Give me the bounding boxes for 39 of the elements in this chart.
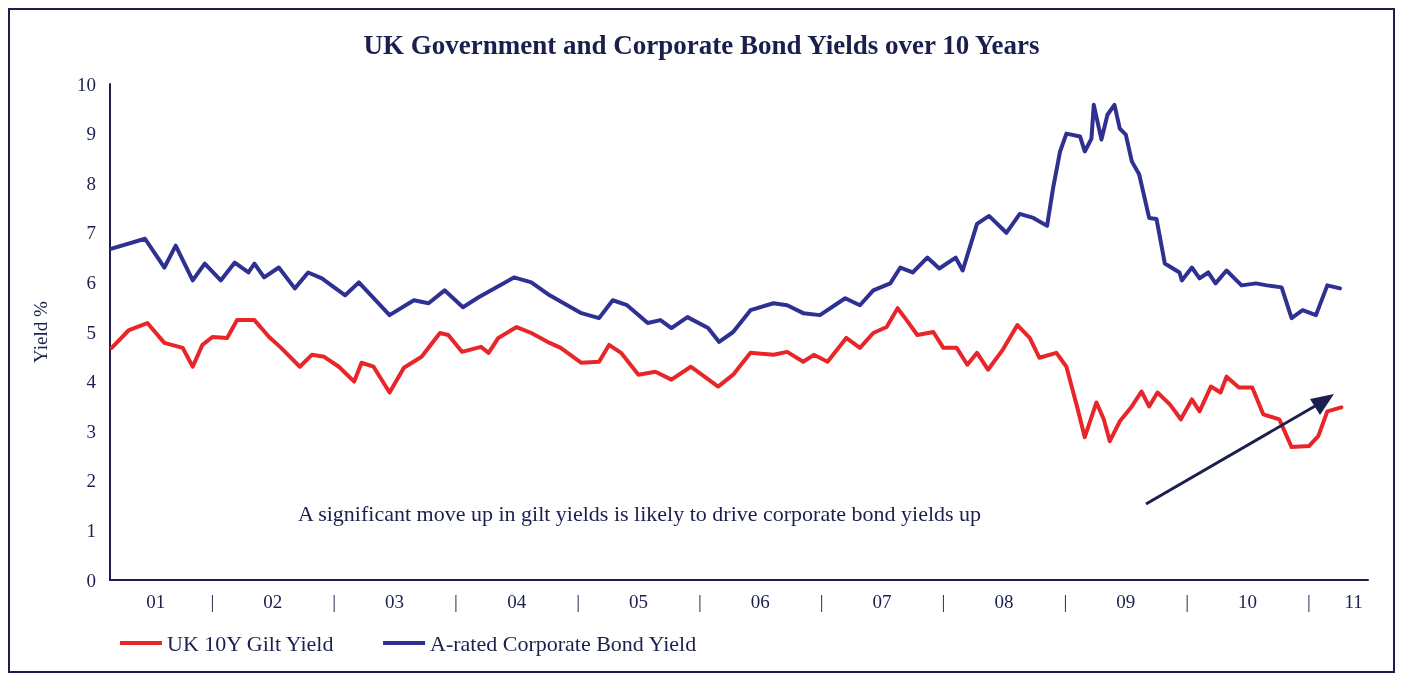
x-tick-label: 09 bbox=[1116, 591, 1136, 612]
y-tick-label: 6 bbox=[86, 271, 96, 293]
x-tick-label: | bbox=[819, 591, 824, 612]
x-tick-label: | bbox=[697, 591, 702, 612]
line-series bbox=[109, 306, 1344, 450]
x-tick-label: 11 bbox=[1344, 591, 1363, 612]
x-tick-label: 02 bbox=[263, 591, 283, 612]
x-tick-label: 01 bbox=[146, 591, 166, 612]
x-tick-label: 06 bbox=[750, 591, 770, 612]
y-tick-label: 3 bbox=[86, 420, 96, 442]
y-tick-label: 0 bbox=[86, 569, 96, 591]
y-tick-label: 9 bbox=[86, 123, 96, 145]
chart-title: UK Government and Corporate Bond Yields over 10 Years bbox=[363, 29, 1040, 60]
x-tick-label: 03 bbox=[385, 591, 405, 612]
x-tick-label: | bbox=[454, 591, 458, 612]
x-tick-label: | bbox=[941, 591, 946, 612]
x-tick-label: | bbox=[1185, 591, 1190, 612]
y-axis-title: Yield % bbox=[30, 300, 51, 363]
legend-label: UK 10Y Gilt Yield bbox=[167, 630, 334, 656]
y-tick-label: 2 bbox=[86, 470, 96, 492]
y-tick-label: 10 bbox=[77, 73, 96, 95]
legend-label: A-rated Corporate Bond Yield bbox=[430, 630, 697, 656]
y-tick-label: 8 bbox=[86, 172, 96, 194]
y-tick-label: 5 bbox=[86, 321, 96, 343]
x-tick-label: 04 bbox=[507, 591, 527, 612]
y-tick-label: 7 bbox=[86, 222, 96, 244]
y-tick-label: 1 bbox=[86, 519, 96, 541]
x-tick-label: 05 bbox=[628, 591, 648, 612]
annotation: A significant move up in gilt yields is likely to drive corporate bond yields up bbox=[298, 500, 982, 526]
x-tick-label: 07 bbox=[872, 591, 892, 612]
x-tick-label: 08 bbox=[994, 591, 1014, 612]
y-tick-label: 4 bbox=[86, 371, 97, 393]
x-tick-label: | bbox=[332, 591, 337, 612]
x-tick-label: | bbox=[576, 591, 580, 612]
line-series bbox=[109, 102, 1342, 344]
x-tick-label: | bbox=[1307, 591, 1311, 612]
x-tick-label: | bbox=[210, 591, 215, 612]
x-tick-label: | bbox=[1063, 591, 1068, 612]
x-tick-label: 10 bbox=[1238, 591, 1258, 612]
